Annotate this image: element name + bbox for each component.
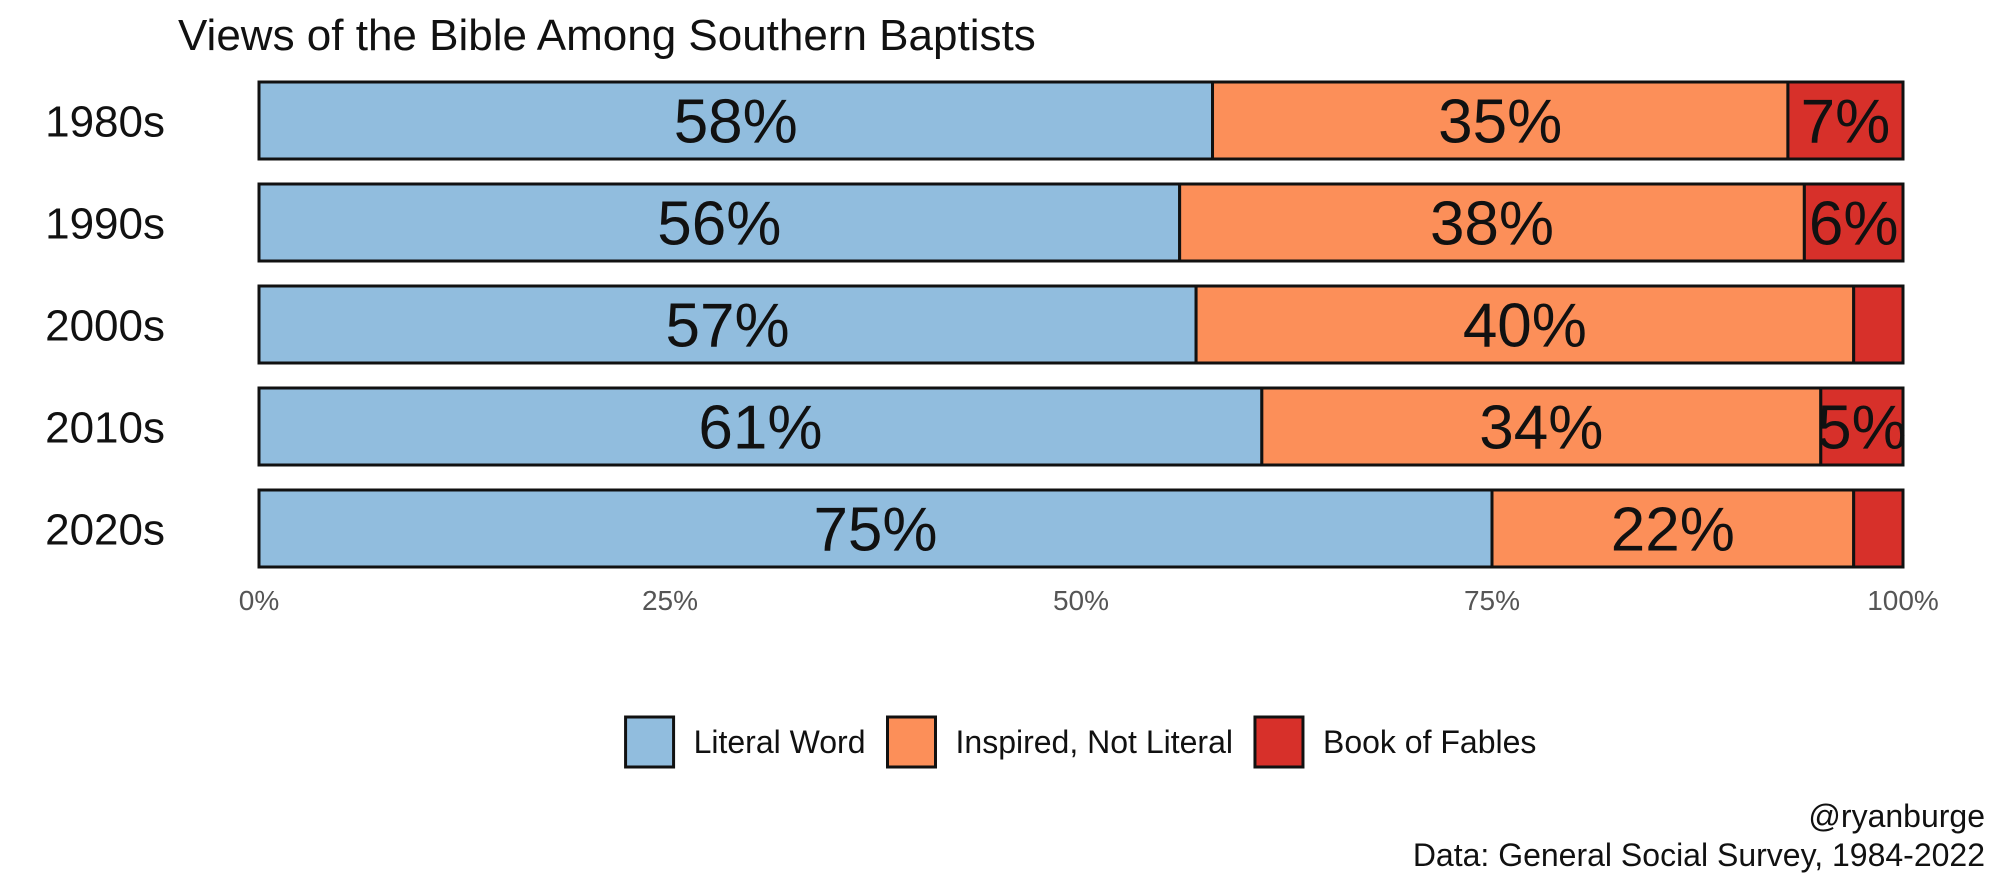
data-label: 56% xyxy=(657,190,781,259)
bar-segment xyxy=(257,80,1215,161)
category-label: 2000s xyxy=(45,302,165,351)
bars-group: 58% 35% 7% 56% 38% 6% 57% 40% 61% 34% 5% 75% 22% xyxy=(257,80,1907,569)
bar-segment xyxy=(1211,80,1790,161)
data-label: 34% xyxy=(1479,394,1603,463)
legend-label: Book of Fables xyxy=(1323,724,1536,760)
x-axis-ticks: 0% 25% 50% 75% 100% xyxy=(239,585,1939,616)
bar-segment xyxy=(1852,488,1905,569)
bar-segment xyxy=(1852,284,1905,365)
bar-segment xyxy=(1194,284,1856,365)
x-tick-label: 50% xyxy=(1053,585,1109,616)
data-label: 35% xyxy=(1438,88,1562,157)
legend-key xyxy=(624,715,676,769)
chart-title: Views of the Bible Among Southern Baptis… xyxy=(178,11,1036,60)
bar-segment xyxy=(1802,182,1905,263)
data-label: 6% xyxy=(1809,190,1899,259)
legend-key xyxy=(1253,715,1305,769)
category-label: 2020s xyxy=(45,506,165,555)
bar-segment xyxy=(257,488,1494,569)
bar-segment xyxy=(1490,488,1856,569)
data-label: 40% xyxy=(1463,292,1587,361)
legend-label: Literal Word xyxy=(694,724,866,760)
legend: Literal Word Inspired, Not Literal Book of… xyxy=(624,715,1536,769)
data-label: 7% xyxy=(1801,88,1891,157)
data-label: 22% xyxy=(1611,496,1735,565)
x-tick-label: 0% xyxy=(239,585,279,616)
data-label: 38% xyxy=(1430,190,1554,259)
caption-handle: @ryanburge xyxy=(1808,798,1985,834)
legend-key xyxy=(886,715,937,769)
legend-item: Literal Word xyxy=(624,715,866,769)
bar-segment xyxy=(1178,182,1806,263)
data-label: 57% xyxy=(665,292,789,361)
legend-item: Inspired, Not Literal xyxy=(886,715,1233,769)
bar-segment xyxy=(1260,386,1823,467)
bar-segment xyxy=(257,284,1198,365)
category-label: 1990s xyxy=(45,200,165,249)
category-label: 1980s xyxy=(45,98,165,147)
bar-segment xyxy=(1819,386,1905,467)
category-labels: 1980s 1990s 2000s 2010s 2020s xyxy=(45,98,165,555)
x-tick-label: 75% xyxy=(1464,585,1520,616)
legend-item: Book of Fables xyxy=(1253,715,1536,769)
x-tick-label: 25% xyxy=(642,585,698,616)
caption-source: Data: General Social Survey, 1984-2022 xyxy=(1413,837,1985,873)
data-label: 58% xyxy=(674,88,798,157)
bar-segment xyxy=(257,386,1264,467)
legend-label: Inspired, Not Literal xyxy=(956,724,1233,760)
category-label: 2010s xyxy=(45,404,165,453)
data-label: 61% xyxy=(698,394,822,463)
data-label: 75% xyxy=(813,496,937,565)
x-tick-label: 100% xyxy=(1867,585,1939,616)
data-label: 5% xyxy=(1817,394,1907,463)
bar-segment xyxy=(1786,80,1905,161)
